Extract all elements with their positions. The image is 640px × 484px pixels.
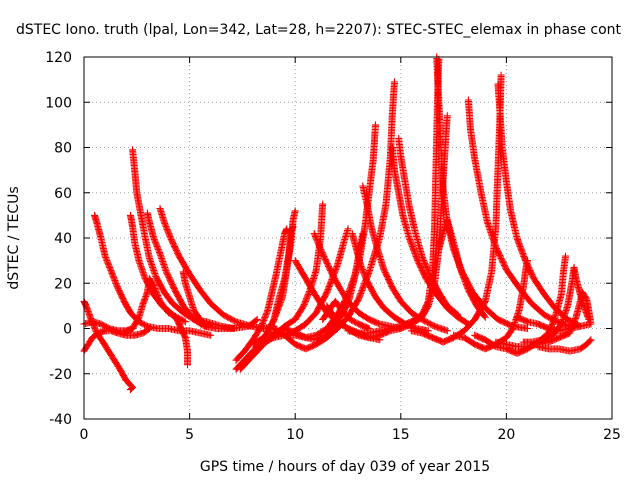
x-tick-label: 0 (80, 427, 89, 443)
series-markers (513, 313, 595, 335)
y-tick-label: 20 (54, 276, 72, 292)
data-series-5 (129, 146, 238, 332)
y-tick-label: 60 (54, 186, 72, 202)
data-series-30 (464, 96, 574, 330)
chart-title: dSTEC Iono. truth (lpal, Lon=342, Lat=28… (16, 22, 622, 38)
x-tick-label: 5 (185, 427, 194, 443)
series-markers (156, 205, 278, 332)
data-series-7 (143, 209, 261, 332)
series-markers (359, 182, 451, 335)
y-tick-label: -20 (49, 367, 72, 383)
data-series-11 (232, 225, 291, 364)
data-series-37 (319, 297, 373, 332)
series-markers (232, 225, 291, 364)
series-markers (179, 268, 210, 330)
y-axis-label: dSTEC / TECUs (6, 186, 22, 289)
series-markers (270, 78, 398, 353)
series-markers (435, 216, 489, 321)
x-tick-label: 25 (603, 427, 621, 443)
data-series-10 (179, 268, 210, 330)
series-markers (534, 336, 595, 355)
data-series (80, 53, 595, 394)
y-tick-label: -40 (49, 412, 72, 428)
data-series-9 (120, 275, 189, 337)
data-series-38 (435, 216, 489, 321)
series-markers (143, 209, 261, 332)
series-markers (129, 146, 238, 332)
axis-ticks: 0 5 10 15 20 25 -40 -20 0 20 40 60 80 100 120 (45, 50, 621, 443)
data-series-36 (513, 313, 595, 335)
data-series-35 (534, 336, 595, 355)
x-axis-label: GPS time / hours of day 039 of year 2015 (200, 459, 490, 475)
x-tick-label: 20 (497, 427, 515, 443)
data-series-18 (270, 78, 398, 353)
y-tick-label: 0 (63, 322, 72, 338)
series-markers (319, 297, 373, 332)
data-series-8 (156, 205, 278, 332)
y-tick-label: 100 (45, 95, 72, 111)
x-tick-label: 10 (286, 427, 304, 443)
y-tick-label: 40 (54, 231, 72, 247)
data-series-22 (359, 182, 451, 335)
data-series-4 (91, 211, 215, 339)
x-tick-label: 15 (392, 427, 410, 443)
series-markers (91, 211, 215, 339)
series-markers (464, 96, 574, 330)
y-tick-label: 120 (45, 50, 72, 66)
y-tick-label: 80 (54, 141, 72, 157)
series-markers (120, 275, 189, 337)
